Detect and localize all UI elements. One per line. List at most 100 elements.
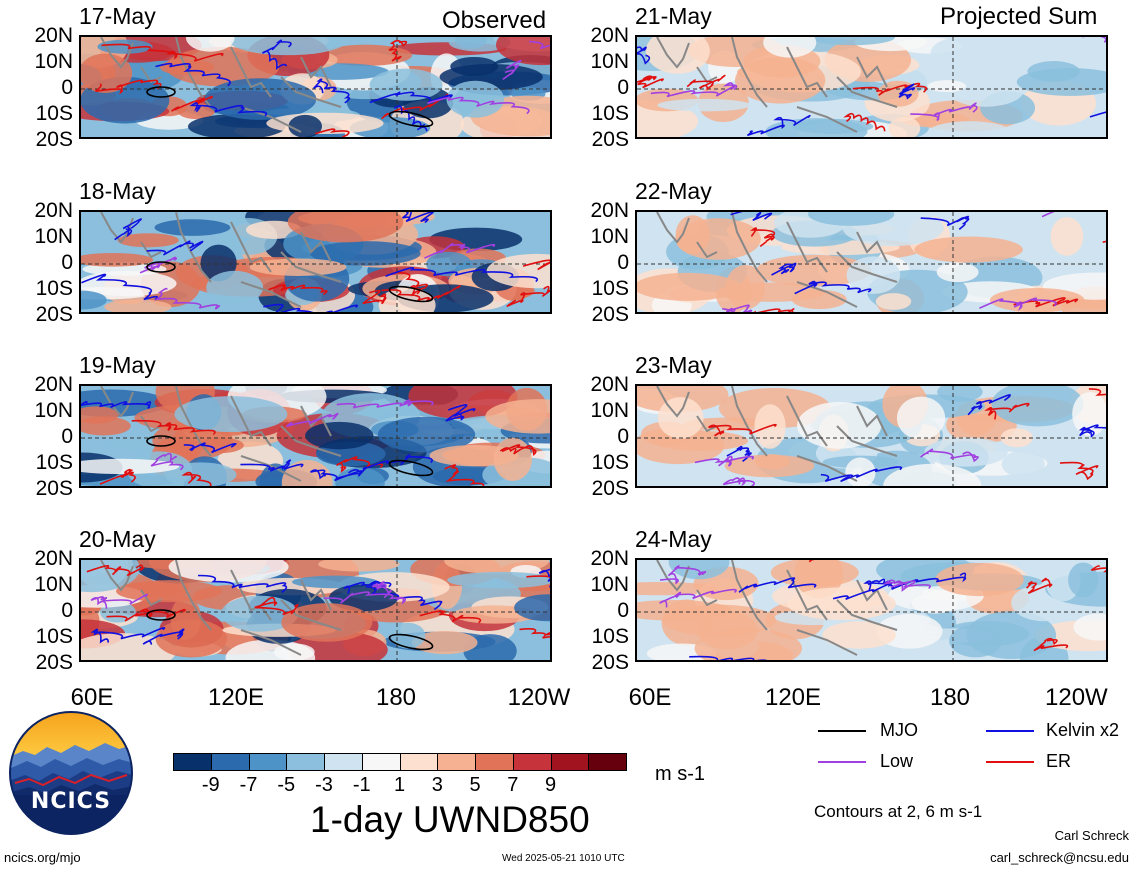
map-panel-projected-4: [635, 558, 1108, 662]
panel-date-projected-1: 21-May: [635, 3, 712, 29]
lat-label: 20S: [591, 477, 629, 500]
colorbar-tick-label: -3: [315, 774, 333, 796]
map-canvas: [81, 560, 550, 660]
lat-label: 0: [61, 76, 73, 99]
colorbar-swatch: [550, 753, 590, 771]
panel-date-projected-2: 22-May: [635, 178, 712, 204]
colorbar: [173, 753, 627, 771]
map-panel-observed-1: [79, 35, 552, 139]
panel-date-observed-2: 18-May: [79, 178, 156, 204]
lat-label: 10S: [591, 451, 629, 474]
colorbar-swatch: [324, 753, 363, 771]
legend-label-mjo: MJO: [880, 720, 918, 740]
panel-date-observed-3: 19-May: [79, 352, 156, 378]
projected-column-title: Projected Sum: [940, 3, 1098, 30]
contours-note: Contours at 2, 6 m s-1: [814, 802, 983, 821]
map-canvas: [81, 386, 550, 486]
lat-label: 10N: [590, 225, 629, 248]
lon-label-180-left: 180: [375, 684, 417, 711]
map-panel-observed-4: [79, 558, 552, 662]
lat-label: 20N: [34, 199, 73, 222]
map-canvas: [81, 212, 550, 312]
colorbar-swatch: [437, 753, 476, 771]
lat-label: 20S: [35, 477, 73, 500]
footer-timestamp: Wed 2025-05-21 1010 UTC: [502, 853, 625, 864]
colorbar-swatch: [286, 753, 325, 771]
lat-label: 20S: [591, 303, 629, 326]
lat-label: 20N: [34, 24, 73, 47]
colorbar-tick-label: 3: [431, 774, 443, 796]
lat-label: 10S: [591, 102, 629, 125]
lat-label: 10N: [34, 399, 73, 422]
legend-line-low: [818, 761, 866, 763]
colorbar-swatch: [248, 753, 288, 771]
colorbar-tick-label: -1: [352, 774, 371, 796]
colorbar-tick-label: 9: [544, 774, 557, 796]
lon-label-60e-right: 60E: [628, 684, 672, 711]
lat-label: 20N: [590, 199, 629, 222]
colorbar-swatch: [361, 753, 401, 771]
footer-email: carl_schreck@ncsu.edu: [990, 850, 1129, 865]
lon-label-120e-right: 120E: [764, 684, 822, 711]
map-panel-projected-2: [635, 210, 1108, 314]
colorbar-units: m s-1: [655, 763, 705, 785]
legend-label-er: ER: [1046, 751, 1072, 771]
lat-label: 20S: [35, 303, 73, 326]
lat-label: 10S: [591, 625, 629, 648]
lat-label: 20N: [590, 24, 629, 47]
footer-author: Carl Schreck: [1054, 828, 1129, 843]
colorbar-swatch: [173, 753, 212, 771]
lat-label: 20S: [591, 651, 629, 674]
map-panel-observed-2: [79, 210, 552, 314]
map-canvas: [637, 37, 1106, 137]
colorbar-tick-label: 5: [469, 774, 481, 796]
lat-label: 0: [617, 251, 629, 274]
colorbar-tick-label: -5: [277, 774, 296, 796]
lat-label: 20N: [590, 373, 629, 396]
map-canvas: [637, 560, 1106, 660]
legend-line-er: [986, 761, 1034, 763]
lat-label: 10S: [35, 625, 73, 648]
lat-label: 0: [617, 425, 629, 448]
figure-title: 1-day UWND850: [310, 799, 590, 840]
map-panel-observed-3: [79, 384, 552, 488]
colorbar-tick-label: -7: [239, 774, 258, 796]
lat-label: 10S: [35, 277, 73, 300]
colorbar-swatch: [399, 753, 439, 771]
ncics-logo: NCICS: [9, 711, 133, 835]
lat-label: 10S: [35, 451, 73, 474]
observed-column-title: Observed: [442, 7, 547, 34]
legend-line-kelvin: [986, 730, 1034, 732]
panel-date-projected-4: 24-May: [635, 526, 712, 552]
lat-label: 20N: [34, 373, 73, 396]
lon-label-60e-left: 60E: [70, 684, 114, 711]
lon-label-120e-left: 120E: [207, 684, 265, 711]
lat-label: 0: [617, 599, 629, 622]
colorbar-tick-label: 1: [393, 774, 406, 796]
panel-date-observed-4: 20-May: [79, 526, 156, 552]
lat-label: 10N: [34, 50, 73, 73]
lat-label: 20N: [34, 547, 73, 570]
panel-date-projected-3: 23-May: [635, 352, 712, 378]
lat-label: 0: [61, 425, 73, 448]
map-canvas: [637, 212, 1106, 312]
lon-label-120w-left: 120W: [507, 684, 571, 711]
lat-label: 10N: [590, 399, 629, 422]
lat-label: 20S: [35, 651, 73, 674]
lat-label: 10N: [590, 50, 629, 73]
colorbar-swatch: [210, 753, 250, 771]
lat-label: 10N: [590, 573, 629, 596]
colorbar-tick-label: -9: [201, 774, 220, 796]
map-panel-projected-1: [635, 35, 1108, 139]
lat-label: 10N: [34, 225, 73, 248]
ncics-logo-text: NCICS: [30, 789, 112, 814]
lon-label-180-right: 180: [929, 684, 971, 711]
lat-label: 10N: [34, 573, 73, 596]
lat-label: 0: [61, 599, 73, 622]
panel-date-observed-1: 17-May: [79, 3, 156, 29]
lat-label: 20S: [591, 128, 629, 151]
lat-label: 10S: [591, 277, 629, 300]
footer-url: ncics.org/mjo: [4, 850, 81, 865]
colorbar-tick-label: 7: [507, 774, 519, 796]
lon-label-120w-right: 120W: [1045, 686, 1108, 710]
